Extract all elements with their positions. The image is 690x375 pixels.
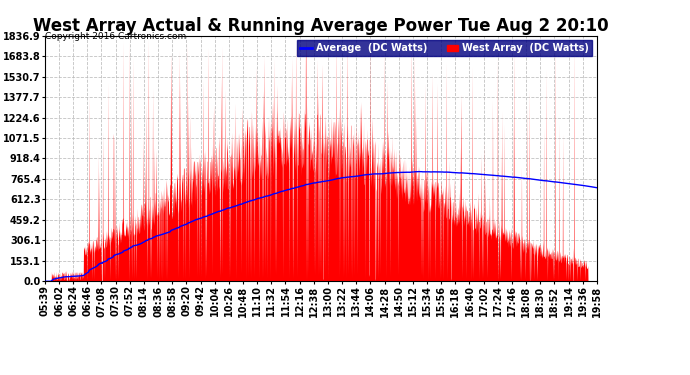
Legend: Average  (DC Watts), West Array  (DC Watts): Average (DC Watts), West Array (DC Watts… (297, 40, 592, 56)
Title: West Array Actual & Running Average Power Tue Aug 2 20:10: West Array Actual & Running Average Powe… (33, 18, 609, 36)
Text: Copyright 2016 Cartronics.com: Copyright 2016 Cartronics.com (45, 32, 186, 41)
